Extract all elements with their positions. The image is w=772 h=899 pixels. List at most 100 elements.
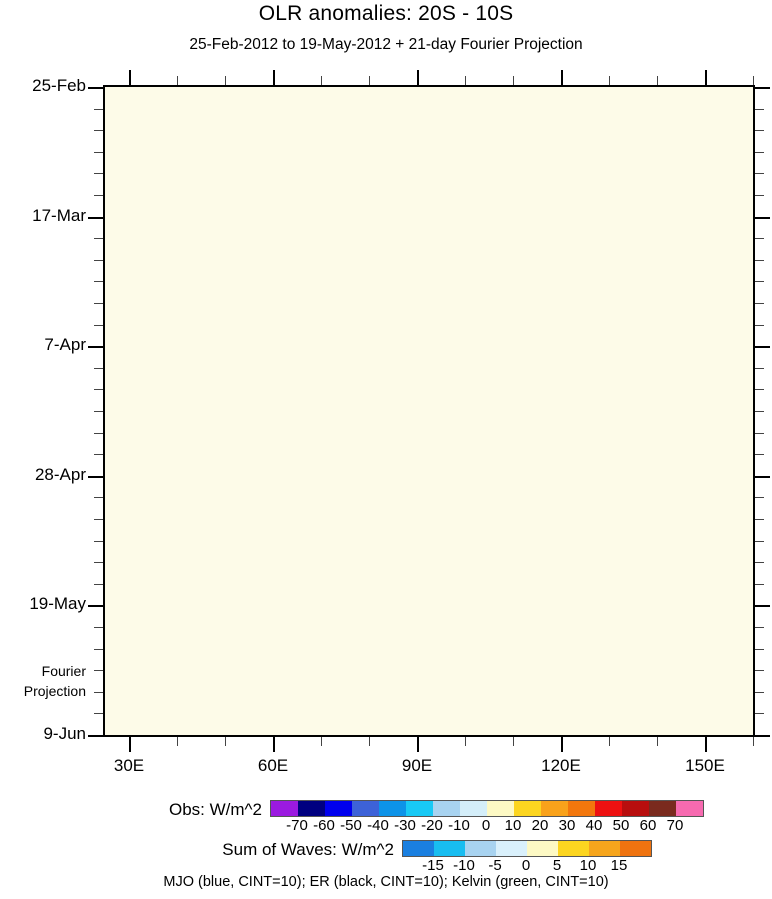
y-tick-minor-right — [755, 303, 764, 304]
colorbar-swatch[interactable] — [622, 801, 649, 816]
y-tick-minor — [94, 238, 103, 240]
colorbar-swatch[interactable] — [406, 801, 433, 816]
y-tick-minor-right — [755, 497, 764, 499]
x-tick-minor — [513, 737, 514, 746]
y-tick-minor — [94, 281, 103, 283]
y-tick-minor — [94, 324, 103, 326]
colorbar-tick-label: 70 — [666, 817, 684, 834]
colorbar-waves-label: Sum of Waves: W/m^2 — [222, 840, 394, 859]
y-axis-label: 7-Apr — [44, 335, 86, 355]
colorbar-tick-label: 15 — [610, 857, 628, 874]
y-tick-right — [755, 605, 770, 608]
x-tick-top — [561, 70, 563, 85]
x-tick-minor-top — [513, 76, 514, 85]
y-tick-minor-right — [755, 195, 764, 196]
colorbar-tick-label: 30 — [558, 817, 576, 834]
y-tick-minor-right — [755, 670, 764, 672]
y-tick-major — [88, 346, 103, 349]
colorbar-tick-label: -30 — [394, 817, 416, 834]
y-tick-minor — [94, 130, 103, 132]
hovmoller-plot[interactable] — [103, 85, 755, 737]
x-tick-minor — [369, 737, 370, 746]
y-tick-minor — [94, 367, 103, 369]
colorbar-tick-label: 60 — [639, 817, 657, 834]
y-tick-minor — [94, 648, 103, 650]
colorbar-swatch[interactable] — [325, 801, 352, 816]
colorbar-swatch[interactable] — [496, 841, 527, 856]
y-axis-label: 28-Apr — [34, 464, 86, 484]
y-tick-minor — [94, 108, 103, 110]
y-tick-right — [755, 87, 770, 89]
x-tick-major — [705, 737, 707, 752]
colorbar-obs-swatches[interactable] — [270, 800, 704, 817]
x-axis-label: 150E — [685, 756, 725, 775]
page-subtitle: 25-Feb-2012 to 19-May-2012 + 21-day Four… — [189, 36, 583, 53]
colorbar-swatch[interactable] — [465, 841, 496, 856]
y-tick-minor — [94, 562, 103, 564]
colorbar-swatch[interactable] — [298, 801, 325, 816]
y-tick-minor — [94, 432, 103, 434]
colorbar-tick-label: 0 — [481, 817, 491, 834]
colorbar-tick-label: -10 — [453, 857, 475, 874]
y-tick-minor-right — [755, 454, 764, 456]
y-tick-minor — [94, 173, 103, 175]
y-tick-minor-right — [755, 108, 764, 110]
y-tick-right — [755, 475, 770, 478]
colorbar-obs-row: Obs: W/m^2 -70 -60 -50 -40 -30 -20 -10 0 10 20 30 4… — [0, 800, 772, 834]
x-tick-major — [273, 737, 275, 752]
y-tick-minor-right — [755, 562, 764, 564]
y-axis-label: 19-May — [29, 594, 86, 614]
y-tick-minor — [94, 389, 103, 391]
x-axis-label: 90E — [401, 756, 433, 775]
wave-contour-layer — [105, 87, 753, 735]
colorbar-tick-label: -5 — [488, 857, 502, 874]
y-tick-minor-right — [755, 367, 764, 369]
y-tick-minor — [94, 151, 103, 153]
colorbar-tick-label: -50 — [340, 817, 362, 834]
colorbar-swatch[interactable] — [527, 841, 558, 856]
colorbar-swatch[interactable] — [568, 801, 595, 816]
x-tick-minor-top — [225, 76, 226, 85]
y-tick-major — [88, 87, 103, 89]
colorbar-swatch[interactable] — [271, 801, 298, 816]
y-tick-minor-right — [755, 540, 764, 542]
x-tick-minor — [609, 737, 610, 746]
colorbar-tick-label: -10 — [448, 817, 470, 834]
colorbar-swatch[interactable] — [595, 801, 622, 816]
y-axis-label: 9-Jun — [43, 724, 86, 743]
x-tick-minor — [465, 737, 466, 746]
colorbar-swatch[interactable] — [676, 801, 703, 816]
x-tick-minor-top — [177, 76, 178, 85]
colorbar-obs-ticks: -70 -60 -50 -40 -30 -20 -10 0 10 20 30 40 50 60 70 — [270, 817, 702, 834]
colorbar-swatch[interactable] — [403, 841, 434, 856]
colorbar-swatch[interactable] — [541, 801, 568, 816]
x-tick-minor — [753, 737, 754, 746]
page-title: OLR anomalies: 20S - 10S — [258, 2, 514, 25]
colorbar-swatch[interactable] — [649, 801, 676, 816]
y-tick-minor — [94, 540, 103, 542]
x-tick-major — [129, 737, 131, 752]
colorbar-swatch[interactable] — [433, 801, 460, 816]
y-axis-label: 25-Feb — [32, 76, 86, 95]
x-tick-minor — [177, 737, 178, 746]
colorbar-tick-label: -70 — [286, 817, 308, 834]
colorbar-waves-swatches[interactable] — [402, 840, 652, 857]
colorbar-tick-label: -40 — [367, 817, 389, 834]
colorbar-swatch[interactable] — [558, 841, 589, 856]
x-tick-top — [417, 70, 419, 85]
colorbar-swatch[interactable] — [514, 801, 541, 816]
y-tick-major — [88, 475, 103, 478]
colorbar-tick-label: -15 — [422, 857, 444, 874]
y-tick-minor-right — [755, 648, 764, 650]
colorbar-swatch[interactable] — [620, 841, 651, 856]
colorbar-swatch[interactable] — [352, 801, 379, 816]
y-tick-minor-right — [755, 519, 764, 520]
colorbar-swatch[interactable] — [379, 801, 406, 816]
colorbar-swatch[interactable] — [434, 841, 465, 856]
x-tick-minor-top — [465, 76, 466, 85]
y-tick-minor — [94, 583, 103, 585]
colorbar-swatch[interactable] — [589, 841, 620, 856]
colorbar-tick-label: 10 — [579, 857, 597, 874]
colorbar-swatch[interactable] — [487, 801, 514, 816]
colorbar-swatch[interactable] — [460, 801, 487, 816]
